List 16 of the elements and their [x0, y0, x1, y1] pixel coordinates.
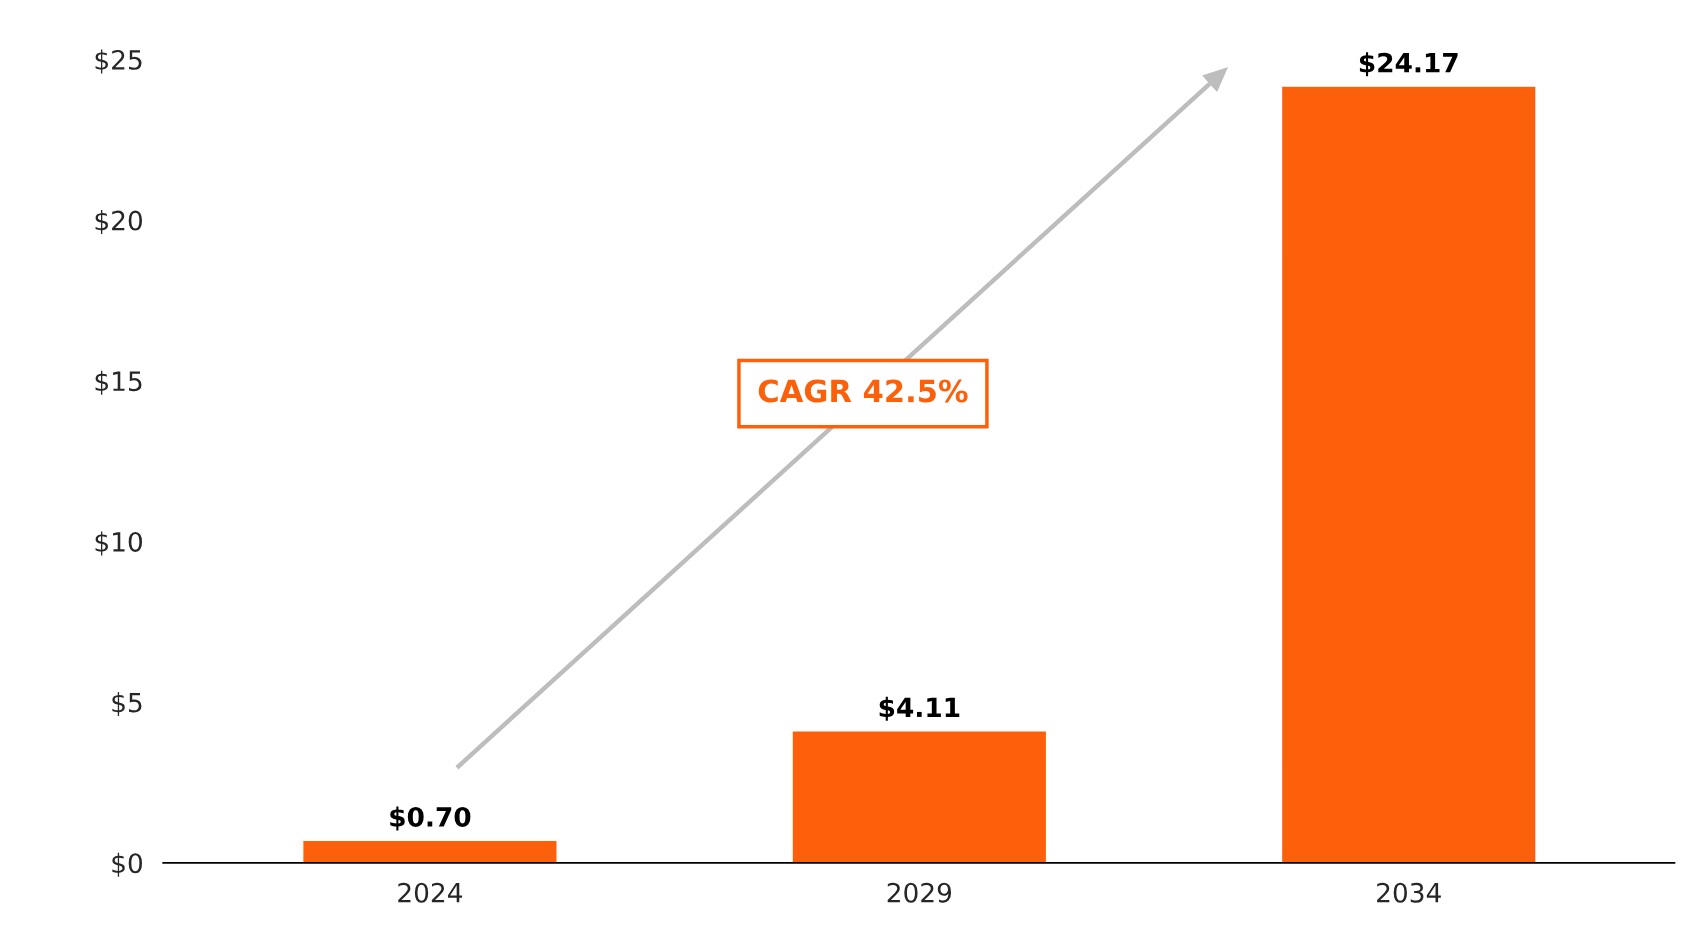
- x-tick-label: 2024: [398, 882, 463, 903]
- data-label: $4.11: [879, 696, 960, 721]
- data-label: $0.70: [390, 806, 471, 831]
- bar: [301, 839, 558, 863]
- x-tick-label: 2029: [887, 882, 952, 903]
- annotation: CAGR 42.5%: [758, 379, 968, 403]
- x-tick-label: 2034: [1377, 882, 1441, 903]
- data-label: $24.17: [1359, 52, 1458, 77]
- y-tick-label: $25: [95, 49, 142, 74]
- y-tick-label: $20: [95, 210, 142, 235]
- y-tick-label: $5: [112, 692, 142, 717]
- bar: [1280, 85, 1537, 863]
- y-tick-label: $10: [95, 531, 142, 556]
- bar: [791, 730, 1048, 863]
- y-tick-label: $15: [95, 370, 142, 395]
- y-tick-label: $0: [112, 852, 142, 877]
